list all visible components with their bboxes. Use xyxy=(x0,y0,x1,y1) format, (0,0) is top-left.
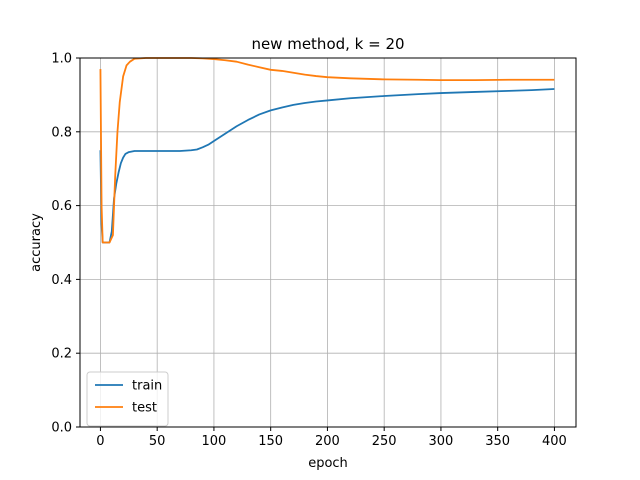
series-line-test xyxy=(99,57,555,244)
x-tick-label: 50 xyxy=(149,434,166,449)
y-tick-label: 0.4 xyxy=(51,273,72,288)
y-axis-label: accuracy xyxy=(29,213,44,272)
series-layer xyxy=(99,57,555,244)
legend: train test xyxy=(86,371,169,427)
y-tick-label: 0.8 xyxy=(51,125,72,140)
x-tick-label: 100 xyxy=(202,434,227,449)
legend-label-train: train xyxy=(132,379,162,394)
x-tick-label: 150 xyxy=(258,434,283,449)
x-tick-label: 250 xyxy=(372,434,397,449)
x-axis-label: epoch xyxy=(308,456,348,471)
y-tick-label: 0.0 xyxy=(51,421,72,436)
x-tick-label: 0 xyxy=(96,434,104,449)
x-tick-label: 400 xyxy=(542,434,567,449)
x-tick-label: 350 xyxy=(485,434,510,449)
y-tick-label: 0.6 xyxy=(51,199,72,214)
plot-frame xyxy=(79,57,577,428)
chart-title: new method, k = 20 xyxy=(251,35,404,53)
y-tick-label: 1.0 xyxy=(51,52,72,67)
x-tick-label: 200 xyxy=(315,434,340,449)
ticks: 0 50 100 150 200 250 300 350 400 0.0 0.2 0.4 0.6 0.8 1… xyxy=(51,52,567,450)
legend-label-test: test xyxy=(132,401,157,416)
x-tick-label: 300 xyxy=(429,434,454,449)
y-tick-label: 0.2 xyxy=(51,347,72,362)
